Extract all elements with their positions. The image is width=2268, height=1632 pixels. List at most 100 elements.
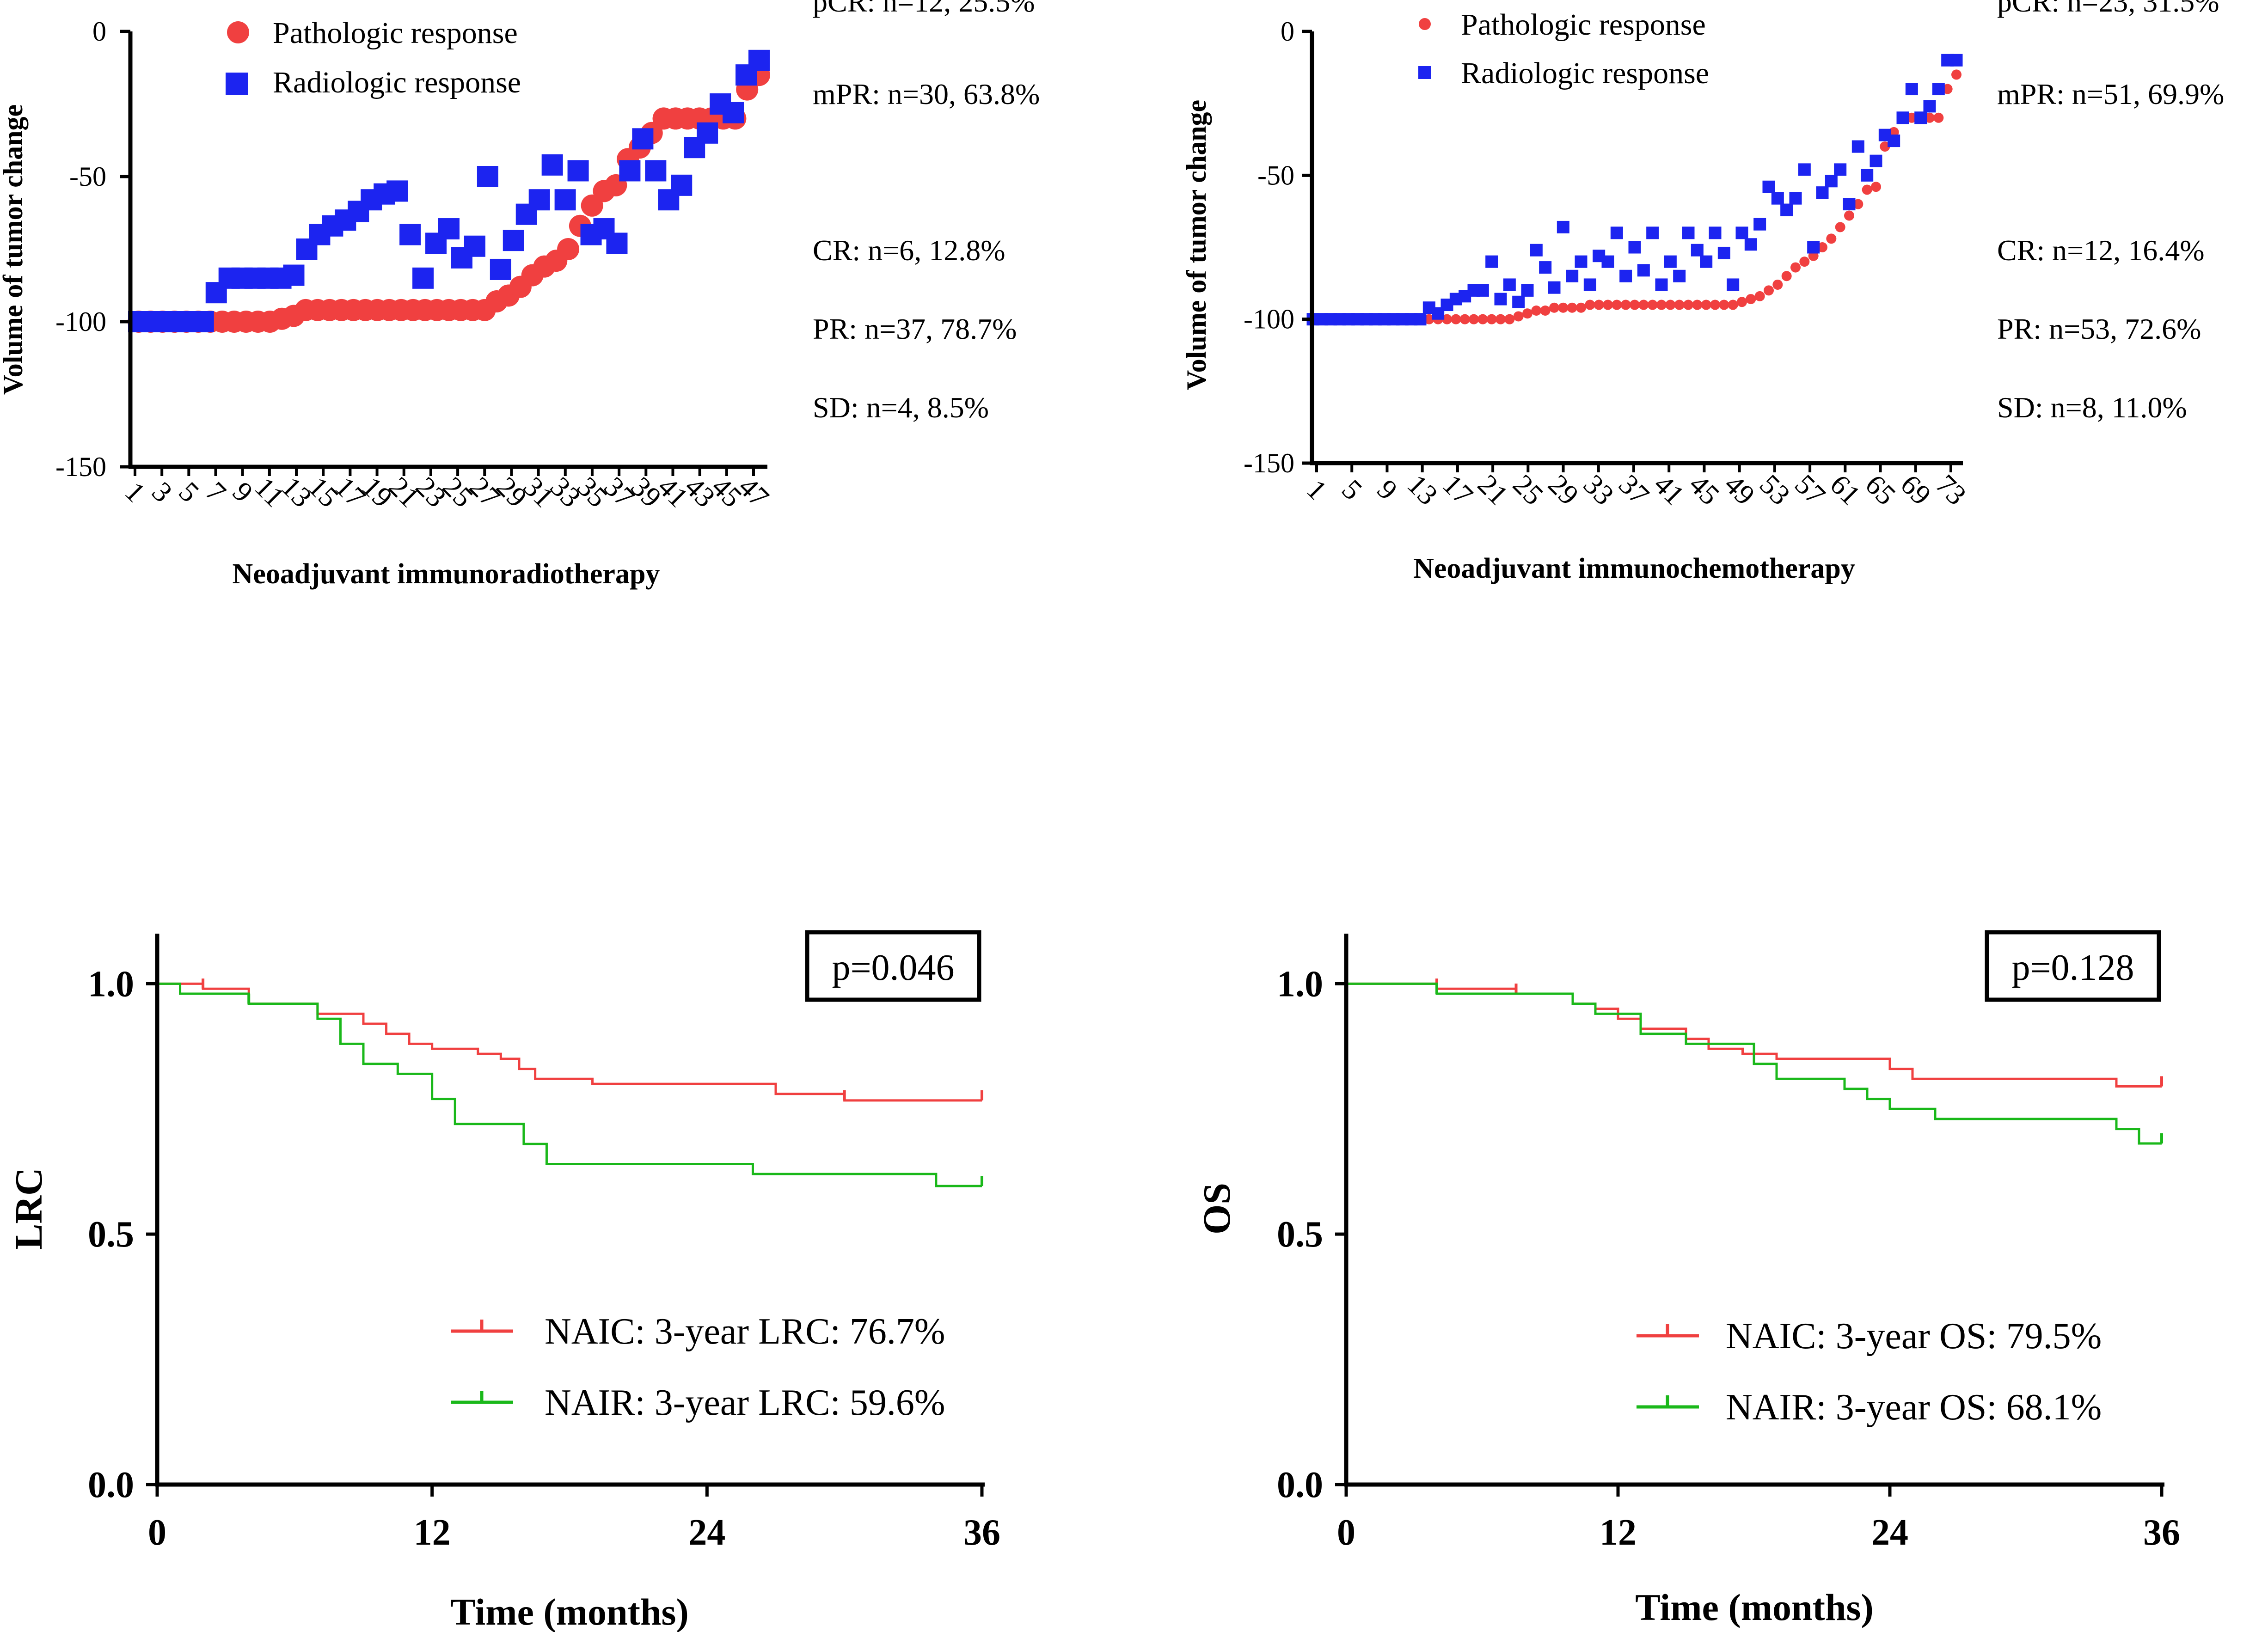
pathologic-point xyxy=(1620,300,1631,310)
x-axis-label: Time (months) xyxy=(1635,1586,1874,1628)
pathologic-point xyxy=(1558,302,1569,313)
radiologic-point xyxy=(1664,255,1677,268)
legend-pathologic-label: Pathologic response xyxy=(1461,8,1706,42)
stat-mpr: mPR: n=51, 69.9% xyxy=(1997,78,2224,110)
radiologic-point xyxy=(1601,255,1614,268)
radiologic-point xyxy=(1950,54,1963,67)
pathologic-point xyxy=(1504,314,1515,324)
pathologic-point xyxy=(1451,314,1461,324)
x-tick-label: 3 xyxy=(146,476,178,508)
pathologic-point xyxy=(1746,294,1756,305)
stat-sd: SD: n=4, 8.5% xyxy=(813,391,989,424)
radiologic-point xyxy=(1861,169,1874,182)
pathologic-point xyxy=(1781,271,1792,281)
y-ticks: 0.0 0.5 1.0 xyxy=(1277,964,1346,1505)
radiologic-point xyxy=(671,174,693,196)
stat-cr: CR: n=6, 12.8% xyxy=(813,234,1005,267)
radiologic-point xyxy=(1682,226,1695,239)
radiologic-point xyxy=(1807,241,1820,254)
x-tick-label: 36 xyxy=(2143,1512,2180,1553)
waterfall-radiotherapy-marks xyxy=(128,49,770,333)
y-ticks: 0.0 0.5 1.0 xyxy=(88,964,157,1505)
pathologic-point xyxy=(1459,314,1470,324)
pathologic-point xyxy=(1925,112,1935,123)
y-tick-label: 0.5 xyxy=(88,1214,134,1255)
radiologic-point xyxy=(1717,246,1730,259)
radiologic-point xyxy=(1888,134,1900,147)
pathologic-point xyxy=(1486,314,1497,324)
radiologic-point xyxy=(1646,226,1659,239)
radiologic-point xyxy=(645,160,667,182)
y-tick-label: 0.5 xyxy=(1277,1214,1323,1255)
pathologic-point xyxy=(1665,300,1676,310)
pathologic-point xyxy=(1594,300,1604,310)
p-value-box xyxy=(1985,930,2161,1002)
x-tick-label: 12 xyxy=(1600,1512,1637,1553)
waterfall-chemotherapy-marks xyxy=(1306,54,1963,326)
pathologic-point xyxy=(1826,233,1837,244)
legend: NAIC: 3-year LRC: 76.7% NAIR: 3-year LRC… xyxy=(451,1311,945,1423)
x-tick-label: 5 xyxy=(1336,474,1368,506)
pathologic-point xyxy=(1567,302,1577,313)
radiologic-point xyxy=(1610,226,1623,239)
radiologic-point xyxy=(1655,278,1668,291)
radiologic-point xyxy=(1494,293,1507,306)
radiologic-point xyxy=(1735,226,1748,239)
pathologic-point xyxy=(1638,300,1649,310)
radiologic-point xyxy=(528,189,550,211)
legend-pathologic-label: Pathologic response xyxy=(273,16,518,50)
radiologic-point xyxy=(412,267,434,289)
radiologic-point xyxy=(1932,83,1945,96)
y-tick-label: 0.0 xyxy=(1277,1465,1323,1505)
y-tick-label: -150 xyxy=(1244,448,1294,478)
radiologic-point xyxy=(567,160,589,182)
km-os-curves xyxy=(1346,978,2163,1145)
x-tick-label: 1 xyxy=(119,476,151,508)
radiologic-point xyxy=(1914,111,1927,124)
y-tick-label: -100 xyxy=(55,306,106,337)
y-tick-label: 0 xyxy=(92,16,106,47)
pathologic-point xyxy=(1853,199,1863,209)
radiologic-point xyxy=(554,189,576,211)
radiologic-point xyxy=(399,224,421,245)
radiologic-point xyxy=(632,128,654,150)
pathologic-point xyxy=(1880,141,1890,152)
pathologic-point xyxy=(1754,291,1765,301)
radiologic-point xyxy=(1753,218,1766,231)
y-tick-label: 0.0 xyxy=(88,1465,134,1505)
x-tick-label: 7 xyxy=(200,476,232,508)
pathologic-point xyxy=(1933,112,1944,123)
pathologic-point xyxy=(1656,300,1667,310)
radiologic-point xyxy=(1780,203,1793,216)
x-tick-label: 1 xyxy=(1300,474,1333,506)
radiologic-point xyxy=(1619,269,1632,282)
legend-naic-label: NAIC: 3-year LRC: 76.7% xyxy=(545,1311,945,1352)
pathologic-point xyxy=(557,238,580,260)
pathologic-point xyxy=(1871,182,1881,192)
radiologic-point xyxy=(1834,163,1847,176)
x-axis-label: Neoadjuvant immunochemotherapy xyxy=(1413,553,1855,584)
y-tick-label: 0 xyxy=(1281,16,1294,47)
pathologic-point xyxy=(1442,314,1452,324)
pathologic-point xyxy=(1764,285,1774,296)
stat-cr: CR: n=12, 16.4% xyxy=(1997,234,2205,267)
x-ticks: 1357911131517192123252729313335373941434… xyxy=(119,467,775,513)
pathologic-point xyxy=(1835,222,1845,232)
pathologic-point xyxy=(1701,300,1711,310)
radiologic-point xyxy=(1700,255,1713,268)
radiologic-point xyxy=(1503,278,1516,291)
legend-pathologic-marker xyxy=(227,21,249,43)
pathologic-point xyxy=(1531,305,1542,316)
radiologic-point xyxy=(619,160,641,182)
pathologic-point xyxy=(1576,302,1586,313)
radiologic-point xyxy=(1771,192,1784,205)
x-tick-label: 36 xyxy=(963,1512,1000,1553)
legend-radiologic-marker xyxy=(1418,66,1431,79)
waterfall-chemotherapy-panel: 0-50-100-150 1 5 9131721252933374145495357… xyxy=(1181,0,2224,584)
radiologic-point xyxy=(1548,281,1561,294)
pathologic-point xyxy=(1603,300,1613,310)
km-os-panel: 0.0 0.5 1.0 0 12 24 36 OS Time (months) p=0.1… xyxy=(1195,930,2180,1628)
pathologic-point xyxy=(1692,300,1703,310)
pathologic-point xyxy=(1772,279,1783,290)
radiologic-point xyxy=(1851,140,1864,153)
